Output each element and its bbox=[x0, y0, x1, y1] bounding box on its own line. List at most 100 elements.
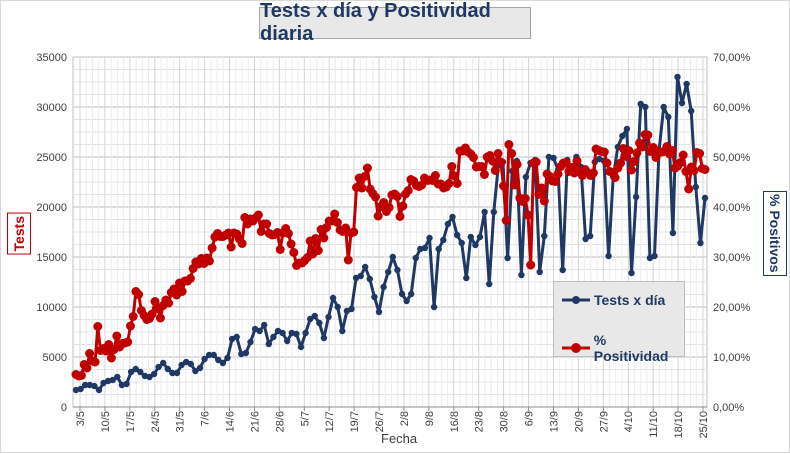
positividad-point bbox=[430, 171, 440, 180]
tests-point bbox=[435, 245, 442, 253]
tests-point bbox=[637, 100, 644, 108]
tests-point bbox=[660, 103, 667, 111]
y-tick-label: 10000 bbox=[36, 302, 67, 314]
x-tick-label: 3/5 bbox=[75, 411, 87, 426]
tests-point bbox=[302, 329, 309, 337]
positividad-point bbox=[452, 179, 462, 188]
legend-swatch-tests bbox=[562, 296, 590, 304]
tests-point bbox=[279, 329, 286, 337]
tests-point bbox=[665, 113, 672, 121]
positividad-point bbox=[479, 170, 489, 179]
tests-point bbox=[215, 356, 222, 364]
tests-point bbox=[430, 303, 438, 311]
positividad-point bbox=[477, 162, 487, 171]
x-tick-label: 28/6 bbox=[274, 411, 286, 432]
x-tick-label: 27/9 bbox=[598, 411, 610, 432]
tests-point bbox=[408, 290, 415, 298]
positividad-point bbox=[403, 186, 413, 195]
x-tick-label: 26/7 bbox=[374, 411, 386, 432]
positividad-point bbox=[632, 148, 642, 158]
series-tests bbox=[72, 73, 709, 394]
positividad-point bbox=[599, 147, 609, 157]
positividad-point bbox=[360, 172, 370, 181]
tests-point bbox=[284, 337, 291, 345]
x-tick-label: 12/7 bbox=[324, 411, 336, 432]
tests-point bbox=[582, 235, 589, 243]
positividad-point bbox=[637, 142, 647, 152]
tests-point bbox=[458, 239, 465, 247]
tests-point bbox=[559, 266, 566, 274]
tests-point bbox=[114, 373, 121, 381]
legend-label-positividad: % Positividad bbox=[593, 332, 669, 364]
tests-point bbox=[449, 213, 456, 221]
positividad-point bbox=[395, 212, 405, 221]
positividad-point bbox=[602, 158, 612, 168]
y-tick-label: 15000 bbox=[36, 252, 67, 264]
tests-point bbox=[187, 360, 194, 368]
positividad-point bbox=[616, 158, 626, 168]
tests-point bbox=[467, 233, 474, 241]
tests-point bbox=[463, 274, 470, 282]
tests-point bbox=[173, 369, 181, 377]
tests-point bbox=[412, 254, 419, 262]
tests-point bbox=[325, 313, 332, 321]
tests-point bbox=[628, 269, 635, 277]
positividad-point bbox=[82, 363, 92, 373]
positividad-point bbox=[520, 194, 530, 203]
positividad-point bbox=[493, 149, 503, 158]
x-tick-label: 30/8 bbox=[499, 411, 511, 432]
positividad-point bbox=[572, 156, 582, 166]
positividad-point bbox=[499, 181, 508, 191]
positividad-point bbox=[684, 184, 694, 194]
positividad-point bbox=[469, 153, 478, 162]
positividad-point bbox=[447, 162, 457, 171]
tests-point bbox=[453, 231, 461, 239]
x-tick-label: 2/8 bbox=[399, 411, 411, 426]
x-tick-label: 25/10 bbox=[698, 411, 710, 439]
positividad-point bbox=[553, 169, 563, 179]
tests-point bbox=[155, 363, 162, 371]
tests-point bbox=[265, 340, 272, 348]
y2-tick-label: 60,00% bbox=[713, 102, 751, 114]
tests-point bbox=[339, 327, 346, 335]
y-tick-label: 30000 bbox=[36, 102, 67, 114]
tests-point bbox=[444, 220, 452, 228]
positividad-point bbox=[384, 203, 394, 212]
tests-point bbox=[320, 334, 328, 342]
y2-tick-label: 40,00% bbox=[713, 202, 751, 214]
x-tick-label: 10/5 bbox=[100, 411, 112, 432]
tests-point bbox=[504, 254, 511, 262]
positividad-point bbox=[311, 234, 321, 243]
y2-tick-label: 20,00% bbox=[713, 302, 751, 314]
positividad-point bbox=[550, 177, 560, 186]
tests-point bbox=[224, 354, 231, 362]
positividad-point bbox=[126, 321, 135, 331]
tests-point bbox=[683, 80, 690, 88]
x-tick-label: 5/7 bbox=[299, 411, 311, 426]
positividad-point bbox=[678, 150, 688, 160]
positividad-point bbox=[204, 256, 214, 266]
positividad-point bbox=[150, 297, 160, 306]
tests-point bbox=[440, 236, 447, 244]
positividad-point bbox=[531, 157, 541, 167]
x-tick-label: 23/8 bbox=[474, 411, 486, 432]
positividad-point bbox=[123, 337, 133, 347]
positividad-point bbox=[629, 157, 639, 166]
tests-point bbox=[169, 369, 176, 377]
y2-tick-label: 70,00% bbox=[713, 52, 751, 64]
tests-point bbox=[394, 266, 401, 274]
tests-point bbox=[247, 338, 254, 346]
positividad-point bbox=[504, 140, 514, 149]
positividad-point bbox=[207, 243, 217, 253]
positividad-point bbox=[496, 157, 506, 167]
x-axis-label: Fecha bbox=[381, 431, 418, 446]
legend-label-tests: Tests x día bbox=[594, 292, 666, 308]
x-tick-label: 18/10 bbox=[673, 411, 685, 439]
legend: Tests x día % Positividad bbox=[553, 281, 685, 364]
positividad-point bbox=[501, 216, 511, 225]
tests-point bbox=[522, 173, 530, 181]
positividad-point bbox=[164, 298, 174, 308]
chart-title: Tests x día y Positividad diaria bbox=[259, 0, 531, 45]
tests-point bbox=[472, 241, 479, 249]
